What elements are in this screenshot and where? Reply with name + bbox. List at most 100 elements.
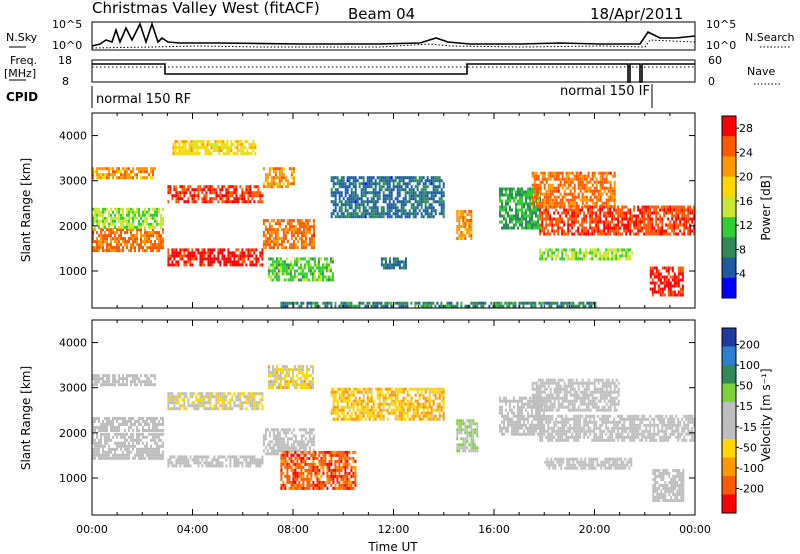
- data-cell: [384, 266, 387, 270]
- data-cell: [424, 209, 427, 213]
- data-cell: [569, 198, 572, 202]
- data-cell: [352, 304, 355, 308]
- data-cell: [555, 171, 558, 175]
- data-cell: [183, 392, 186, 396]
- data-cell: [279, 368, 282, 372]
- data-cell: [160, 453, 162, 457]
- data-cell: [611, 254, 614, 258]
- data-cell: [289, 377, 292, 381]
- data-cell: [241, 197, 244, 201]
- data-cell: [601, 186, 604, 190]
- data-cell: [282, 446, 285, 450]
- data-cell: [140, 216, 142, 220]
- data-cell: [136, 453, 138, 457]
- data-cell: [649, 223, 652, 227]
- data-cell: [693, 205, 696, 209]
- data-cell: [176, 146, 179, 150]
- data-cell: [288, 446, 291, 450]
- data-cell: [527, 220, 529, 224]
- data-cell: [541, 251, 544, 255]
- data-cell: [230, 143, 233, 147]
- data-cell: [406, 301, 409, 305]
- data-cell: [274, 443, 277, 447]
- data-cell: [130, 444, 132, 448]
- data-cell: [293, 269, 296, 273]
- data-cell: [372, 182, 375, 186]
- data-cell: [667, 287, 670, 291]
- data-cell: [573, 214, 576, 218]
- data-cell: [631, 229, 634, 233]
- data-cell: [102, 243, 104, 247]
- data-cell: [342, 185, 345, 189]
- data-cell: [599, 189, 602, 193]
- data-cell: [627, 248, 630, 252]
- data-cell: [633, 223, 636, 227]
- data-cell: [679, 266, 682, 270]
- data-cell: [108, 213, 110, 217]
- data-cell: [400, 215, 403, 219]
- data-cell: [171, 407, 174, 411]
- data-cell: [291, 377, 294, 381]
- data-cell: [278, 167, 281, 171]
- data-cell: [386, 203, 389, 207]
- data-cell: [317, 263, 320, 267]
- data-cell: [311, 278, 314, 282]
- data-cell: [466, 219, 469, 222]
- data-cell: [106, 456, 108, 460]
- data-cell: [331, 257, 334, 261]
- data-cell: [248, 143, 251, 147]
- data-cell: [527, 214, 529, 218]
- data-cell: [342, 182, 345, 186]
- data-cell: [179, 407, 182, 411]
- data-cell: [304, 452, 307, 456]
- data-cell: [535, 186, 538, 190]
- data-cell: [92, 432, 94, 436]
- data-cell: [388, 185, 391, 189]
- data-cell: [533, 186, 536, 190]
- data-cell: [308, 301, 311, 305]
- data-cell: [398, 188, 401, 192]
- data-cell: [106, 383, 108, 387]
- data-cell: [515, 193, 517, 197]
- data-cell: [601, 204, 604, 208]
- data-cell: [118, 429, 120, 432]
- data-cell: [687, 226, 690, 230]
- data-cell: [282, 304, 285, 308]
- data-cell: [380, 188, 383, 192]
- data-cell: [647, 223, 650, 227]
- data-cell: [238, 143, 241, 147]
- data-cell: [152, 173, 154, 177]
- data-cell: [130, 243, 132, 247]
- data-cell: [432, 215, 435, 219]
- data-cell: [613, 208, 616, 212]
- data-cell: [241, 251, 244, 255]
- data-cell: [380, 257, 383, 261]
- data-cell: [545, 195, 548, 199]
- data-cell: [499, 193, 501, 197]
- data-cell: [669, 226, 672, 230]
- data-cell: [567, 204, 570, 208]
- data-cell: [102, 249, 104, 253]
- data-cell: [585, 229, 588, 233]
- data-cell: [154, 231, 156, 235]
- data-cell: [160, 438, 162, 442]
- data-cell: [303, 272, 306, 276]
- data-cell: [96, 426, 98, 429]
- data-cell: [557, 189, 560, 193]
- data-cell: [559, 217, 562, 221]
- data-cell: [420, 304, 423, 308]
- data-cell: [177, 194, 180, 198]
- data-cell: [601, 232, 604, 236]
- data-cell: [280, 176, 283, 180]
- data-cell: [146, 240, 148, 244]
- data-cell: [521, 220, 523, 224]
- data-cell: [340, 200, 343, 204]
- data-cell: [156, 222, 158, 226]
- data-cell: [649, 269, 652, 273]
- data-cell: [315, 278, 318, 282]
- data-cell: [108, 377, 110, 381]
- data-cell: [378, 176, 381, 180]
- data-cell: [122, 417, 124, 420]
- data-cell: [547, 251, 550, 255]
- data-cell: [266, 228, 269, 232]
